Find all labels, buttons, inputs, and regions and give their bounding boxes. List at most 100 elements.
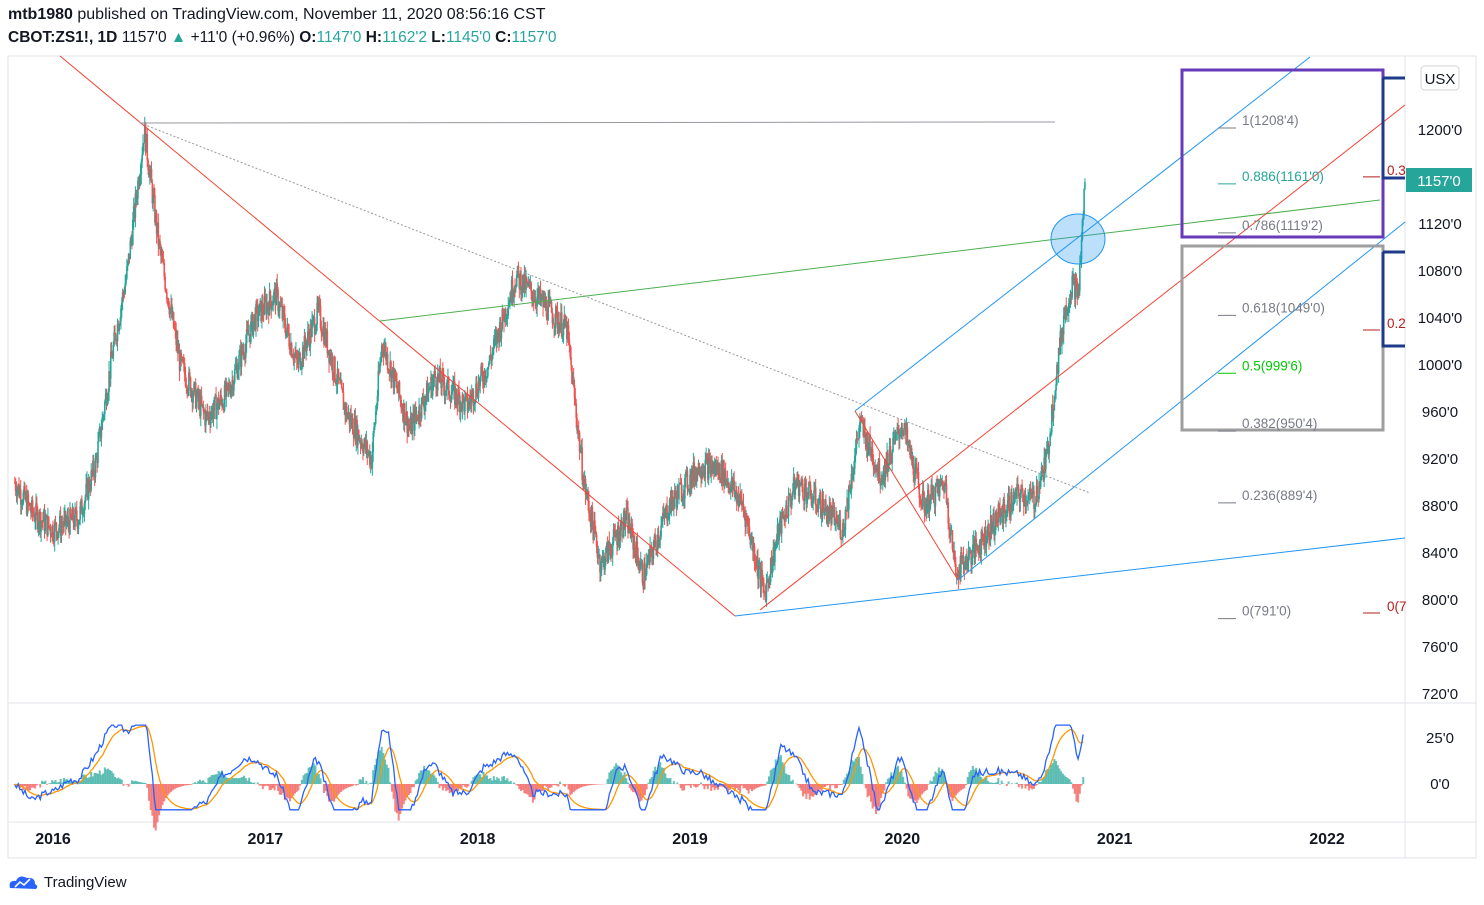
dotted-trendline[interactable] — [139, 122, 1091, 494]
candle-body — [211, 408, 213, 415]
candle-body — [283, 307, 285, 315]
drawing-tools[interactable] — [59, 55, 1406, 617]
candle-body — [1000, 511, 1002, 523]
candle-body — [289, 346, 291, 354]
histogram-bar — [540, 784, 543, 792]
histogram-bar — [1043, 776, 1046, 784]
candle-body — [1048, 446, 1051, 455]
navy-bracket-top[interactable] — [1381, 76, 1405, 180]
candle-body — [757, 557, 759, 579]
candle-body — [596, 547, 599, 558]
candle-body — [178, 350, 181, 371]
candle-body — [718, 463, 721, 480]
candle-body — [786, 505, 788, 517]
candle-body — [279, 303, 282, 306]
gray-box[interactable] — [1180, 244, 1385, 432]
candle-body — [802, 487, 804, 499]
candle-body — [853, 455, 856, 469]
histogram-bar — [489, 778, 492, 784]
candle-body — [335, 380, 337, 385]
histogram-bar — [745, 784, 748, 791]
candle-body — [347, 412, 350, 416]
candle-body — [162, 261, 165, 264]
candle-body — [919, 498, 921, 501]
navy-bracket-bottom[interactable] — [1381, 250, 1405, 348]
candle-body — [782, 516, 785, 519]
histogram-bar — [453, 784, 456, 791]
fib-retracement[interactable]: 1(1208'4)0.886(1161'0)0.786(1119'2)0.618… — [1218, 113, 1407, 620]
histogram-bar — [589, 784, 592, 786]
histogram-bar — [416, 778, 419, 784]
candle-body — [477, 381, 480, 398]
candle-body — [987, 524, 989, 531]
candle-body — [1053, 396, 1056, 411]
candle-body — [414, 409, 416, 431]
candle-body — [713, 468, 716, 473]
symbol-name[interactable]: CBOT:ZS1!, 1D — [8, 29, 118, 46]
histogram-bar — [63, 778, 66, 784]
candle-body — [543, 297, 545, 307]
time-axis[interactable]: 2016 2017 2018 2019 2020 2021 2022 — [35, 831, 1345, 848]
histogram-bar — [856, 756, 859, 784]
candle-body — [56, 531, 59, 539]
blue-support-line[interactable] — [734, 537, 1406, 617]
candle-body — [1016, 484, 1018, 499]
candle-body — [255, 304, 257, 330]
histogram-bar — [229, 779, 232, 784]
pitchfork-base-line[interactable] — [854, 410, 959, 581]
candle-body — [533, 298, 536, 303]
histogram-bar — [535, 784, 538, 792]
candle-body — [989, 515, 992, 541]
candle-body — [254, 314, 256, 330]
red-trendline[interactable] — [59, 55, 736, 617]
histogram-bar — [869, 784, 872, 802]
candle-body — [322, 326, 324, 337]
candle-body — [834, 522, 837, 525]
histogram-bar — [788, 775, 791, 784]
candle-body — [256, 305, 259, 322]
histogram-bar — [876, 784, 879, 812]
gray-horizontal-line[interactable] — [139, 121, 1056, 124]
candle-body — [237, 370, 239, 379]
histogram-bar — [771, 768, 774, 784]
candle-body — [1061, 331, 1063, 345]
candle-body — [1008, 495, 1011, 514]
candle-body — [677, 486, 679, 500]
histogram-bar — [982, 779, 985, 784]
candle-body — [895, 431, 898, 433]
candle-body — [271, 305, 273, 310]
candle-body — [238, 355, 240, 371]
histogram-bar — [735, 784, 738, 789]
price-tick-label: 760'0 — [1422, 639, 1458, 656]
histogram-bar — [424, 769, 427, 784]
author-name[interactable]: mtb1980 — [8, 6, 73, 23]
candle-body — [975, 538, 978, 547]
candle-body — [1012, 494, 1015, 506]
tradingview-logo[interactable]: TradingView — [6, 872, 127, 892]
histogram-bar — [669, 777, 672, 784]
candle-body — [714, 463, 717, 469]
price-axis[interactable]: 1200'01160'01120'01080'01040'01000'0960'… — [1418, 122, 1463, 703]
histogram-bar — [1046, 768, 1049, 784]
histogram-bar — [1024, 784, 1027, 789]
candle-body — [139, 174, 142, 180]
candle-body — [442, 371, 444, 375]
highlight-ellipse[interactable] — [1050, 213, 1106, 265]
currency-button[interactable] — [1420, 65, 1460, 91]
green-trendline[interactable] — [379, 199, 1381, 322]
candle-body — [821, 499, 824, 515]
candle-body — [1031, 492, 1034, 498]
candle-body — [1025, 503, 1028, 505]
candle-body — [645, 574, 647, 581]
candle-body — [898, 434, 901, 440]
currency-button-label[interactable]: USX — [1425, 71, 1456, 88]
candle-body — [106, 399, 109, 406]
histogram-bar — [688, 784, 691, 786]
candle-body — [695, 473, 697, 482]
channel-upper-line[interactable] — [854, 56, 1311, 412]
channel-median-line[interactable] — [759, 104, 1406, 611]
candle-body — [329, 353, 331, 363]
candle-body — [70, 508, 72, 517]
histogram-bar — [727, 784, 730, 792]
